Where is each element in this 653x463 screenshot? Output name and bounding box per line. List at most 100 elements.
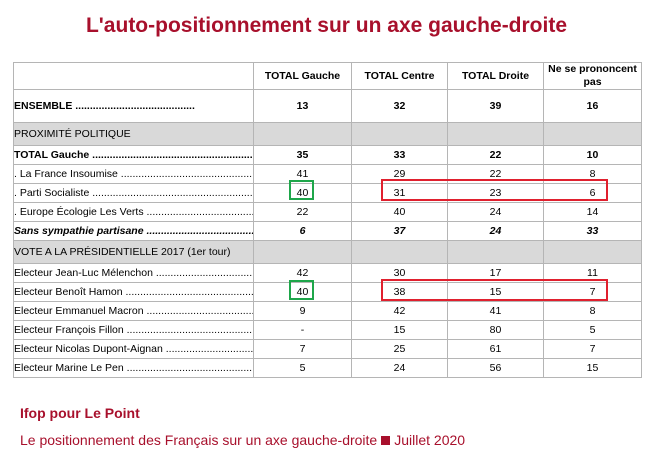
table-cell: 41 [447, 301, 544, 321]
table-cell: 40 [253, 183, 352, 203]
table-cell: 42 [253, 263, 352, 283]
table-row: Electeur Benoît Hamon ..................… [13, 282, 642, 302]
header-row: TOTAL Gauche TOTAL Centre TOTAL Droite N… [13, 62, 642, 90]
ensemble-value: 32 [351, 89, 448, 123]
section-empty-cell [351, 240, 448, 264]
table-cell: 15 [351, 320, 448, 340]
row-label: . La France Insoumise ..................… [13, 164, 254, 184]
row-label-text: TOTAL Gauche [14, 149, 90, 161]
row-label: . Parti Socialiste .....................… [13, 183, 254, 203]
row-label: Sans sympathie partisane ...............… [13, 221, 254, 241]
table-cell: 41 [253, 164, 352, 184]
table-cell: 7 [543, 339, 642, 359]
source-label: Ifop pour Le Point [20, 405, 140, 421]
table-cell: 17 [447, 263, 544, 283]
table-cell: 30 [351, 263, 448, 283]
table-cell: 37 [351, 221, 448, 241]
table-row: Electeur Nicolas Dupont-Aignan .........… [13, 339, 642, 359]
row-label-text: Electeur Jean-Luc Mélenchon [14, 267, 153, 279]
row-label: Electeur Emmanuel Macron ...............… [13, 301, 254, 321]
table-cell: 9 [253, 301, 352, 321]
table-cell: 80 [447, 320, 544, 340]
row-label-text: Sans sympathie partisane [14, 225, 144, 237]
section-empty-cell [351, 122, 448, 146]
table-cell: 38 [351, 282, 448, 302]
table-cell: 23 [447, 183, 544, 203]
table-cell: 5 [253, 358, 352, 378]
table-cell: 40 [351, 202, 448, 222]
column-header-droite: TOTAL Droite [447, 62, 544, 90]
table-row: Electeur Marine Le Pen .................… [13, 358, 642, 378]
table-cell: 25 [351, 339, 448, 359]
table-cell: 31 [351, 183, 448, 203]
square-bullet-icon [381, 436, 391, 446]
row-label: Electeur Benoît Hamon ..................… [13, 282, 254, 302]
row-label-text: . Europe Écologie Les Verts [14, 206, 144, 218]
table-cell: 33 [351, 145, 448, 165]
table-row: . Europe Écologie Les Verts ............… [13, 202, 642, 222]
row-label: Electeur Jean-Luc Mélenchon ............… [13, 263, 254, 283]
table-cell: - [253, 320, 352, 340]
table-cell: 40 [253, 282, 352, 302]
section-empty-cell [543, 122, 642, 146]
section-empty-cell [253, 240, 352, 264]
table-cell: 22 [447, 164, 544, 184]
table-cell: 15 [447, 282, 544, 302]
table-row: . La France Insoumise ..................… [13, 164, 642, 184]
table-cell: 6 [253, 221, 352, 241]
table-row: TOTAL Gauche ...........................… [13, 145, 642, 165]
table-row: Electeur François Fillon ...............… [13, 320, 642, 340]
table-cell: 33 [543, 221, 642, 241]
table-cell: 61 [447, 339, 544, 359]
table-cell: 15 [543, 358, 642, 378]
table-cell: 10 [543, 145, 642, 165]
row-label-text: Electeur Nicolas Dupont-Aignan [14, 343, 163, 355]
table-cell: 56 [447, 358, 544, 378]
table-cell: 42 [351, 301, 448, 321]
table-cell: 7 [543, 282, 642, 302]
table-row: . Parti Socialiste .....................… [13, 183, 642, 203]
subtitle: Le positionnement des Français sur un ax… [20, 432, 465, 448]
table-cell: 29 [351, 164, 448, 184]
column-header-nsp: Ne se prononcent pas [543, 62, 642, 90]
table-cell: 7 [253, 339, 352, 359]
section-header-row: VOTE A LA PRÉSIDENTIELLE 2017 (1er tour) [13, 240, 642, 264]
column-header-centre: TOTAL Centre [351, 62, 448, 90]
ensemble-value: 16 [543, 89, 642, 123]
row-label: TOTAL Gauche ...........................… [13, 145, 254, 165]
table-row: Sans sympathie partisane ...............… [13, 221, 642, 241]
table-cell: 8 [543, 301, 642, 321]
section-label: VOTE A LA PRÉSIDENTIELLE 2017 (1er tour) [13, 240, 254, 264]
table-cell: 8 [543, 164, 642, 184]
ensemble-value: 13 [253, 89, 352, 123]
table-cell: 24 [447, 202, 544, 222]
row-label-text: Electeur Marine Le Pen [14, 362, 124, 374]
ensemble-label: ENSEMBLE ...............................… [13, 89, 254, 123]
table-cell: 22 [447, 145, 544, 165]
row-label: Electeur François Fillon ...............… [13, 320, 254, 340]
table-cell: 24 [351, 358, 448, 378]
table-body: ENSEMBLE ...............................… [13, 89, 642, 378]
row-label-text: Electeur Emmanuel Macron [14, 305, 144, 317]
row-label: Electeur Nicolas Dupont-Aignan .........… [13, 339, 254, 359]
ensemble-row: ENSEMBLE ...............................… [13, 89, 642, 123]
row-label-text: Electeur François Fillon [14, 324, 124, 336]
table-row: Electeur Emmanuel Macron ...............… [13, 301, 642, 321]
table-cell: 5 [543, 320, 642, 340]
table-cell: 11 [543, 263, 642, 283]
subtitle-text: Le positionnement des Français sur un ax… [20, 432, 378, 448]
results-table: TOTAL Gauche TOTAL Centre TOTAL Droite N… [13, 62, 642, 378]
subtitle-date: Juillet 2020 [394, 432, 466, 448]
table-cell: 35 [253, 145, 352, 165]
row-label-text: . Parti Socialiste [14, 187, 90, 199]
section-empty-cell [447, 122, 544, 146]
section-empty-cell [253, 122, 352, 146]
row-label: . Europe Écologie Les Verts ............… [13, 202, 254, 222]
table-cell: 6 [543, 183, 642, 203]
row-label-text: Electeur Benoît Hamon [14, 286, 123, 298]
section-label: PROXIMITÉ POLITIQUE [13, 122, 254, 146]
row-label-text: . La France Insoumise [14, 168, 118, 180]
table-row: Electeur Jean-Luc Mélenchon ............… [13, 263, 642, 283]
page-title: L'auto-positionnement sur un axe gauche-… [85, 14, 568, 37]
ensemble-value: 39 [447, 89, 544, 123]
